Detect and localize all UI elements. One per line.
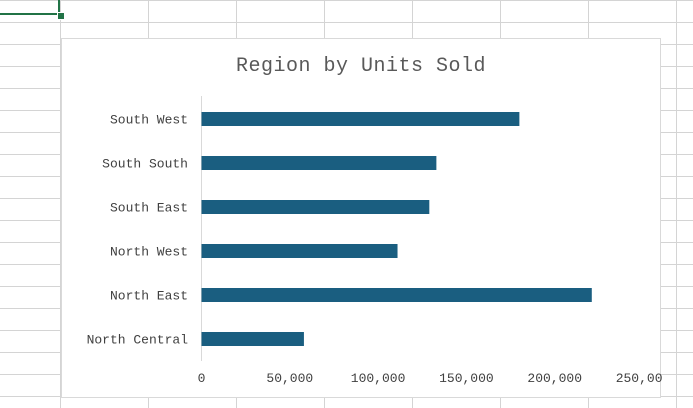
value-tick-label: 200,000	[527, 371, 582, 386]
category-label-north-west: North West	[110, 245, 188, 260]
bar-north-east[interactable]	[201, 288, 592, 302]
fill-handle[interactable]	[57, 12, 65, 20]
value-tick-label: 100,000	[351, 371, 406, 386]
bar-group	[201, 112, 592, 346]
active-cell-selection[interactable]	[0, 0, 60, 15]
bar-south-west[interactable]	[201, 112, 520, 126]
category-label-south-south: South South	[102, 157, 188, 172]
category-label-south-west: South West	[110, 113, 188, 128]
category-label-south-east: South East	[110, 201, 188, 216]
category-label-north-central: North Central	[87, 333, 189, 348]
value-tick-label: 150,000	[439, 371, 494, 386]
value-axis-labels: 0 50,000 100,000 150,000 200,000 250,000	[198, 371, 662, 386]
chart-area[interactable]: Region by Units Sold South West South Sou…	[61, 38, 662, 398]
bar-north-west[interactable]	[201, 244, 398, 258]
value-tick-label: 50,000	[266, 371, 313, 386]
value-tick-label: 0	[198, 371, 206, 386]
bar-south-east[interactable]	[201, 200, 430, 214]
bar-north-central[interactable]	[201, 332, 304, 346]
bar-chart: Region by Units Sold South West South Sou…	[87, 55, 662, 386]
bar-south-south[interactable]	[201, 156, 437, 170]
chart-title: Region by Units Sold	[236, 55, 486, 78]
value-tick-label: 250,000	[616, 371, 662, 386]
category-label-north-east: North East	[110, 289, 188, 304]
category-labels: South West South South South East North Wes…	[87, 113, 189, 348]
